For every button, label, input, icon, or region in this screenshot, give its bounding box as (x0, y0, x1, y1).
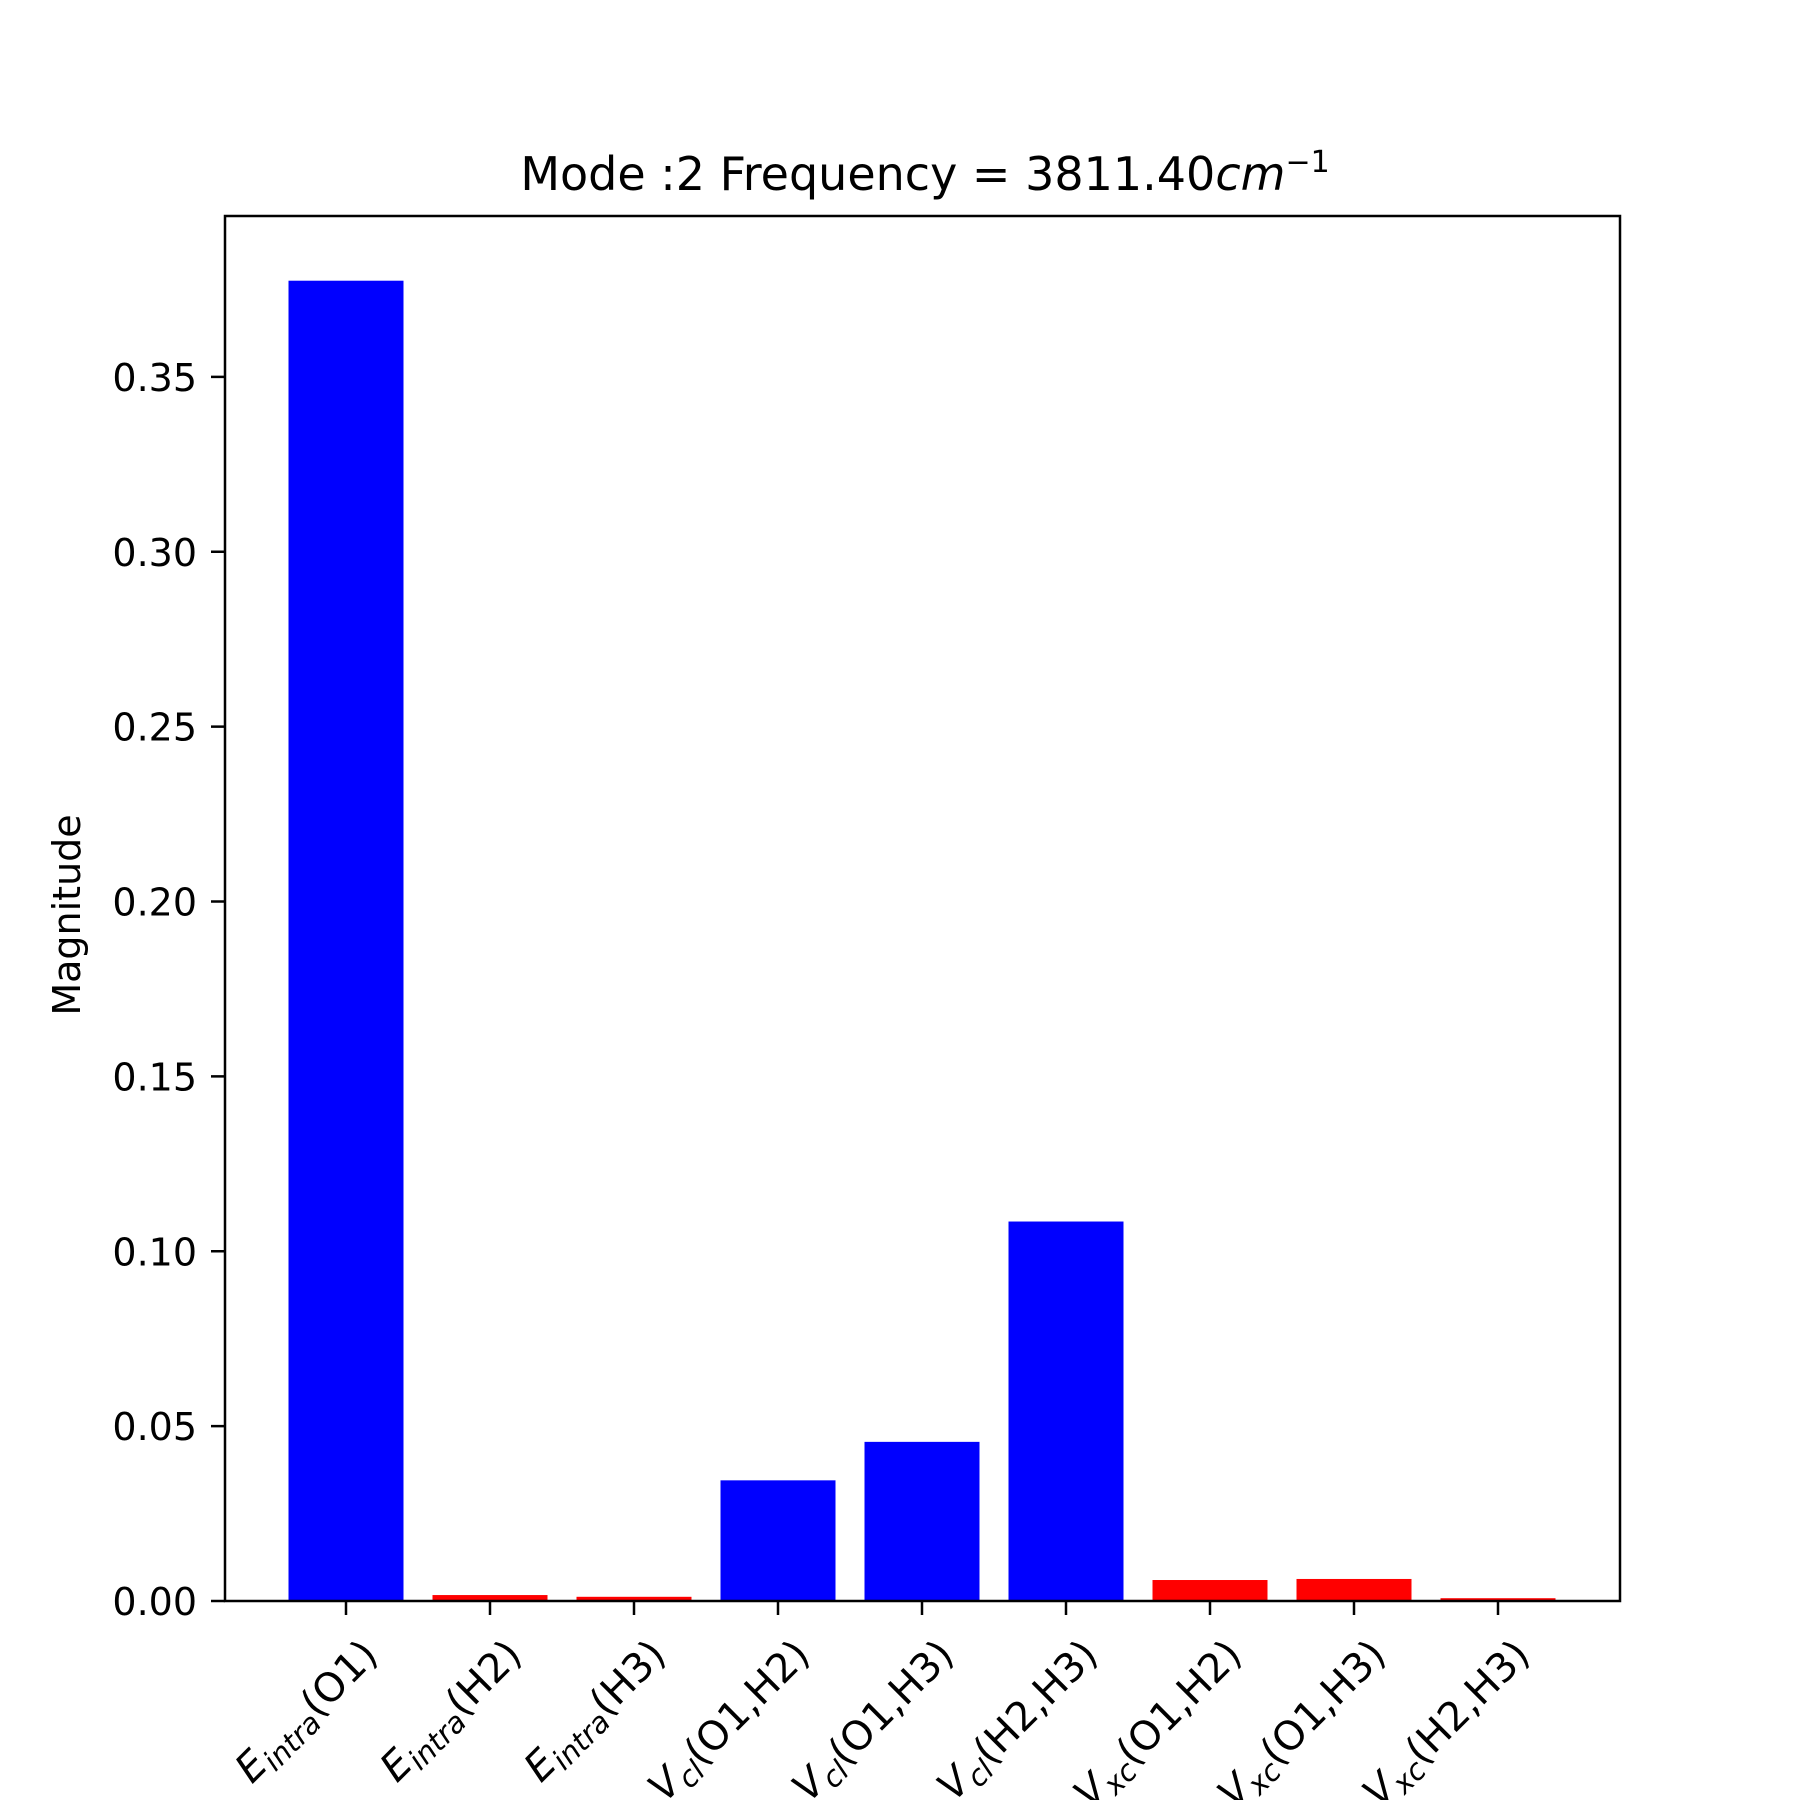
bar-5 (1008, 1221, 1124, 1601)
x-tick-label-1: Eintra(H2) (371, 1631, 534, 1794)
y-tick-label-4: 0.20 (112, 881, 197, 925)
bar-2 (576, 1596, 692, 1601)
y-tick-label-5: 0.25 (112, 706, 197, 750)
y-tick-label-3: 0.15 (112, 1055, 197, 1099)
x-tick-label-0: Eintra(O1) (226, 1631, 390, 1795)
y-ticks-group: 0.00 0.05 0.10 0.15 0.20 0.25 0.30 0.35 (112, 356, 225, 1624)
chart-title-unit: cm (1215, 147, 1285, 201)
y-tick-label-6: 0.30 (112, 531, 197, 575)
bar-3 (720, 1480, 836, 1601)
x-ticks-group: Eintra(O1)Eintra(H2)Eintra(H3)Vcl(O1,H2)… (226, 1601, 1539, 1800)
bar-7 (1296, 1578, 1412, 1601)
bar-0 (288, 280, 404, 1602)
y-tick-label-0: 0.00 (112, 1580, 197, 1624)
bar-1 (432, 1595, 548, 1601)
y-tick-label-2: 0.10 (112, 1230, 197, 1274)
y-axis-label: Magnitude (45, 814, 89, 1015)
chart-title: Mode :2 Frequency = 3811.40cm−1 (520, 145, 1329, 201)
chart-title-prefix: Mode :2 Frequency = 3811.40 (520, 147, 1215, 201)
bar-4 (864, 1441, 980, 1601)
y-tick-label-7: 0.35 (112, 356, 197, 400)
bar-6 (1152, 1580, 1268, 1601)
plot-frame (223, 214, 1622, 1603)
bar-8 (1440, 1598, 1556, 1601)
y-tick-label-1: 0.05 (112, 1405, 197, 1449)
bars-group (288, 280, 1556, 1602)
chart-title-unit-exponent: −1 (1285, 145, 1329, 180)
